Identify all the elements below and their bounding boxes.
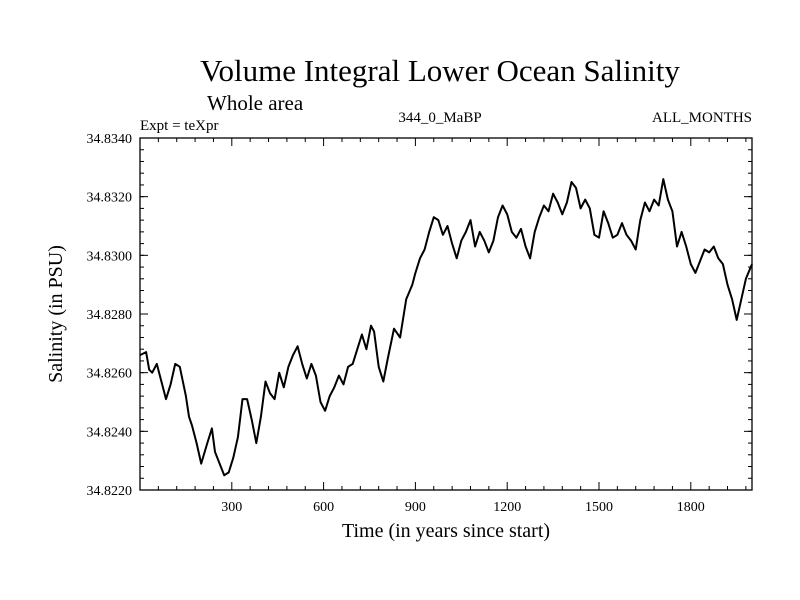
chart-title: Volume Integral Lower Ocean Salinity xyxy=(200,53,680,88)
y-tick-label: 34.8300 xyxy=(87,249,133,264)
series-line xyxy=(139,178,753,477)
x-tick-label: 1200 xyxy=(493,500,521,515)
y-axis-label: Salinity (in PSU) xyxy=(45,245,67,383)
chart-subtitle-left: Whole area xyxy=(207,91,304,115)
y-tick-label: 34.8260 xyxy=(87,367,133,382)
plot-frame xyxy=(139,137,753,491)
y-tick-label: 34.8220 xyxy=(87,484,133,499)
right-label: ALL_MONTHS xyxy=(652,110,752,126)
series-group xyxy=(139,178,753,477)
center-label: 344_0_MaBP xyxy=(398,110,481,126)
y-tick-label: 34.8340 xyxy=(87,132,133,147)
expt-label: Expt = teXpr xyxy=(140,118,218,134)
x-tick-label: 1800 xyxy=(677,500,705,515)
y-tick-label: 34.8280 xyxy=(87,308,133,323)
y-axis: 34.8220 34.8240 34.8260 34.8280 34.8300 34.83… xyxy=(87,132,752,499)
y-tick-label: 34.8240 xyxy=(87,425,133,440)
x-axis: 300 600 900 1200 1500 1800 xyxy=(157,138,747,515)
y-tick-label: 34.8320 xyxy=(87,191,133,206)
x-tick-label: 600 xyxy=(313,500,334,515)
x-axis-label: Time (in years since start) xyxy=(342,520,550,542)
x-tick-label: 1500 xyxy=(585,500,613,515)
x-tick-label: 300 xyxy=(221,500,242,515)
x-tick-label: 900 xyxy=(405,500,426,515)
